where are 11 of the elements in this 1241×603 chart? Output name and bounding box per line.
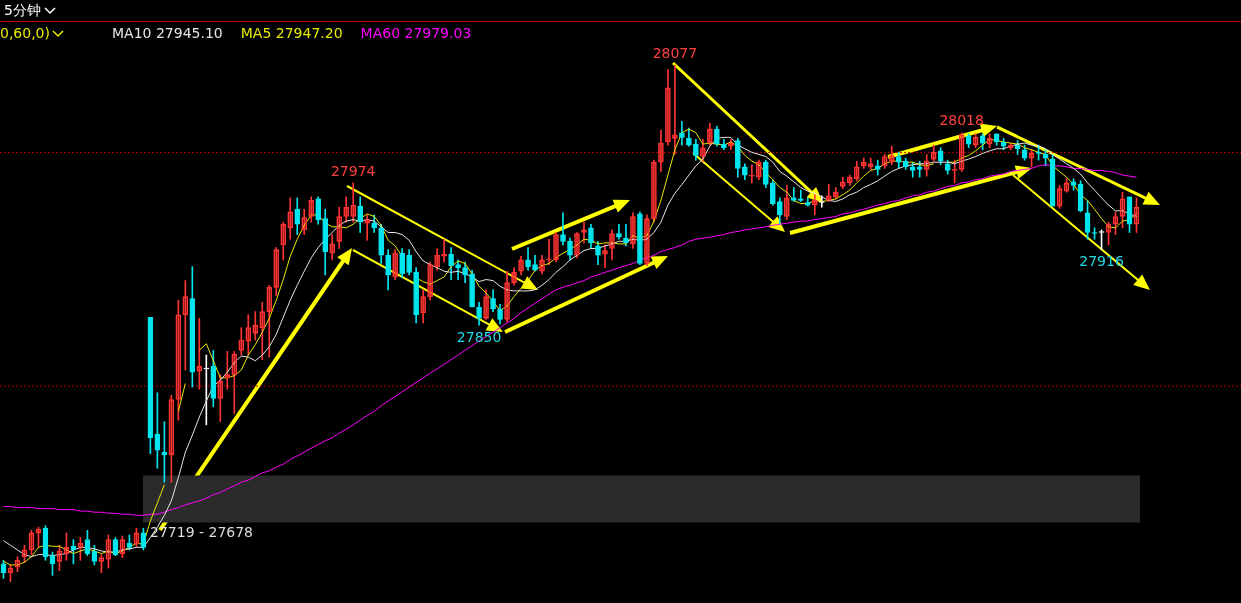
text: MA5 27947.20 [240,25,343,41]
chart-subtitle: 0,60,0) [0,25,51,41]
candlestick [797,189,804,202]
chart-title: 5分钟 [4,2,42,20]
text: MA10 27945.10 [112,25,223,41]
annotation: 27974 [330,162,376,179]
candlestick [203,354,210,426]
text: MA60 27979.03 [360,25,472,41]
candlestick [616,223,622,240]
annotation: 28018 [939,112,984,129]
annotation: 28077 [652,44,698,61]
